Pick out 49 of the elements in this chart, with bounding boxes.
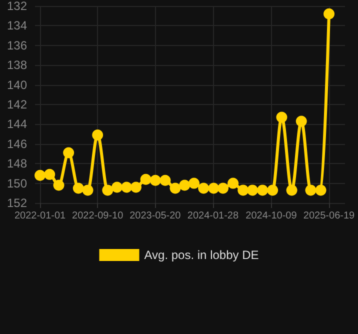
point [267,184,278,196]
point [82,184,94,196]
y-tick-label: 138 [6,58,28,72]
x-tick-label: 2023-05-20 [130,210,182,222]
point [305,184,316,196]
point [315,184,326,196]
point [53,180,64,191]
legend-label: Avg. pos. in lobby DE [144,248,259,262]
y-tick-label: 142 [6,98,28,112]
y-tick-label: 150 [6,176,28,190]
y-tick-label: 144 [6,117,28,132]
y-tick-label: 132 [6,0,28,13]
y-tick-label: 146 [6,136,28,151]
point [208,182,220,194]
point [179,180,190,191]
y-tick-label: 148 [6,156,28,171]
x-tick-label: 2024-10-09 [246,210,298,222]
point [72,182,84,194]
point [121,182,132,193]
point [257,184,268,196]
point [286,184,298,196]
point [198,182,210,194]
point [102,184,114,196]
point [150,174,161,186]
x-tick-label: 2025-06-19 [303,210,356,222]
point [218,182,229,194]
point [44,168,56,180]
point [188,178,200,189]
point [140,174,152,185]
x-tick-label: 2024-01-28 [187,210,239,222]
point [228,178,239,189]
y-tick-label: 136 [6,38,28,52]
point [324,8,335,20]
point [34,170,46,181]
x-tick-label: 2022-09-10 [72,210,124,222]
point [170,182,181,194]
y-tick-label: 152 [6,196,28,210]
point [276,112,288,123]
point [92,130,104,141]
point [63,147,74,158]
point [112,182,123,193]
point [160,174,171,186]
point [238,184,249,196]
y-tick-label: 140 [6,78,28,92]
point [246,184,258,196]
point [130,182,142,193]
y-tick-label: 134 [6,18,28,33]
point [296,116,307,127]
x-tick-label: 2022-01-01 [14,210,66,222]
